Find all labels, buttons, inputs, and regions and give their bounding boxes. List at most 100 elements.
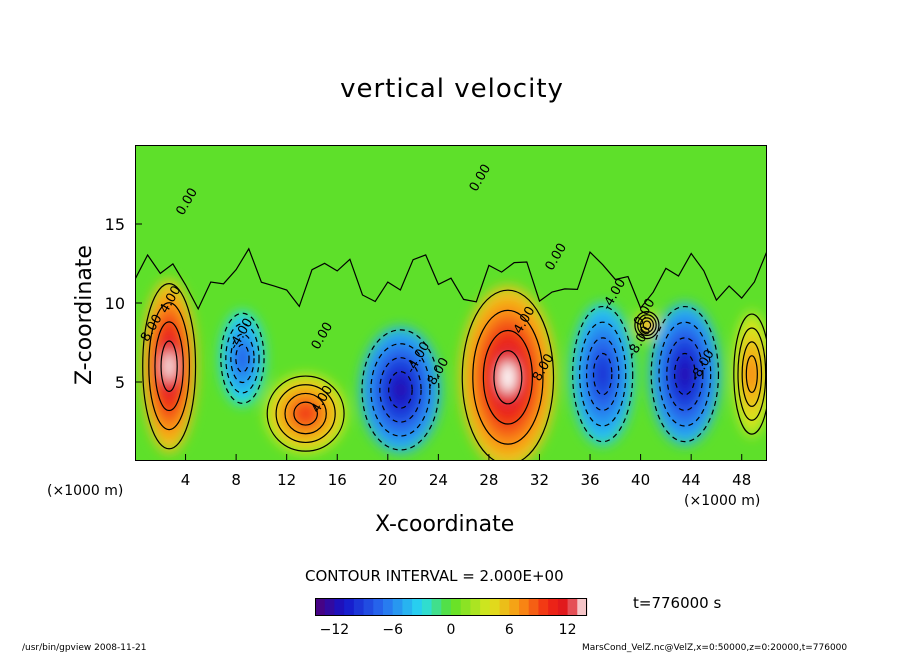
contour-line — [745, 355, 758, 394]
colorbar-tick-label: 0 — [447, 622, 456, 638]
colorbar-segment — [334, 598, 345, 616]
colorbar: −12 −6 0 6 12 — [315, 598, 588, 638]
contour-line — [230, 333, 255, 384]
field-cell-7 — [597, 362, 608, 386]
contour-line — [493, 350, 523, 405]
zero-contour — [135, 247, 767, 311]
contour-line — [235, 343, 250, 373]
footer-right: MarsCond_VelZ.nc@VelZ,x=0:50000,z=0:2000… — [582, 643, 848, 653]
x-tick-label: 4 — [181, 471, 191, 489]
x-tick-label: 16 — [328, 471, 347, 489]
contour-line — [673, 352, 696, 396]
y-tick-label: 15 — [105, 215, 125, 234]
contour-line — [741, 341, 763, 407]
x-axis-label: X-coordinate — [375, 512, 515, 537]
colorbar-segment — [557, 598, 569, 616]
colorbar-segment — [460, 598, 471, 616]
chart-title: vertical velocity — [340, 74, 564, 104]
colorbar-segment — [451, 598, 462, 616]
colorbar-frame — [315, 598, 587, 616]
colorbar-segment — [315, 598, 326, 616]
field-cell-8 — [678, 362, 691, 386]
time-label: t=776000 s — [633, 594, 722, 612]
contour-line — [293, 401, 318, 426]
x-tick-label: 48 — [732, 471, 751, 489]
contour-line — [284, 392, 327, 435]
x-tick-label: 20 — [378, 471, 397, 489]
colorbar-segment — [567, 598, 578, 616]
colorbar-segment — [324, 598, 335, 616]
y-tick-label: 10 — [105, 294, 125, 313]
x-tick-label: 36 — [580, 471, 599, 489]
colorbar-segment — [577, 598, 588, 616]
contour-line — [472, 309, 544, 445]
x-tick-label: 40 — [631, 471, 650, 489]
contour-line — [388, 370, 413, 409]
colorbar-segment — [441, 598, 452, 616]
x-tick-label: 24 — [429, 471, 448, 489]
contour-line — [585, 337, 620, 411]
x-unit-right: (×1000 m) — [684, 493, 761, 509]
colorbar-segment — [344, 598, 355, 616]
colorbar-segment — [548, 598, 559, 616]
x-tick-label: 28 — [479, 471, 498, 489]
contour-line — [737, 327, 767, 421]
colorbar-segment — [499, 598, 510, 616]
contour-line — [225, 323, 260, 394]
colorbar-segment — [431, 598, 442, 616]
contour-plot: 4.008.000.000.000.00-4.004.00-8.004.008.… — [135, 145, 767, 461]
contour-line — [579, 321, 627, 427]
contour-line — [733, 313, 767, 435]
colorbar-segment — [489, 598, 501, 616]
colorbar-segment — [373, 598, 384, 616]
contour-line — [275, 384, 336, 444]
colorbar-segment — [421, 598, 433, 616]
contour-line — [637, 314, 657, 337]
colorbar-segment — [470, 598, 481, 616]
contour-line — [142, 283, 197, 450]
contour-line — [266, 375, 345, 452]
colorbar-segment — [509, 598, 520, 616]
field-cell-3 — [644, 322, 650, 328]
field-cell-6 — [393, 379, 408, 401]
colorbar-tick-label: −12 — [320, 622, 350, 638]
field-cell-1 — [298, 407, 313, 421]
colorbar-tick-label: 12 — [559, 622, 577, 638]
field-cell-4 — [748, 363, 755, 385]
colorbar-segment — [402, 598, 413, 616]
field-cell-2 — [499, 361, 516, 393]
colorbar-segment — [528, 598, 539, 616]
contour-line — [148, 302, 191, 431]
field-cell-0 — [164, 351, 174, 381]
x-tick-label: 32 — [530, 471, 549, 489]
x-tick-label: 44 — [682, 471, 701, 489]
x-tick-label: 12 — [277, 471, 296, 489]
contour-line — [634, 311, 660, 340]
contour-line — [572, 305, 634, 443]
colorbar-segment — [519, 598, 530, 616]
colorbar-tick-label: −6 — [382, 622, 403, 638]
contour-line — [642, 320, 652, 330]
colorbar-segment — [412, 598, 423, 616]
colorbar-segment — [538, 598, 549, 616]
contour-line — [154, 321, 184, 412]
contour-line — [361, 329, 440, 451]
contour-line — [592, 352, 613, 396]
contour-interval-text: CONTOUR INTERVAL = 2.000E+00 — [305, 567, 564, 585]
contour-line — [666, 337, 704, 411]
colorbar-tick-label: 6 — [505, 622, 514, 638]
field-cell-5 — [238, 350, 247, 367]
y-axis-label: Z-coordinate — [72, 245, 97, 385]
colorbar-segment — [353, 598, 365, 616]
colorbar-segment — [383, 598, 394, 616]
contour-line — [658, 321, 712, 427]
contour-line — [461, 289, 555, 461]
contour-line — [379, 357, 422, 423]
x-unit-left: (×1000 m) — [47, 483, 124, 499]
colorbar-segment — [363, 598, 374, 616]
contour-line — [650, 305, 720, 443]
colorbar-segment — [392, 598, 403, 616]
colorbar-segment — [480, 598, 491, 616]
contour-line — [639, 317, 654, 333]
